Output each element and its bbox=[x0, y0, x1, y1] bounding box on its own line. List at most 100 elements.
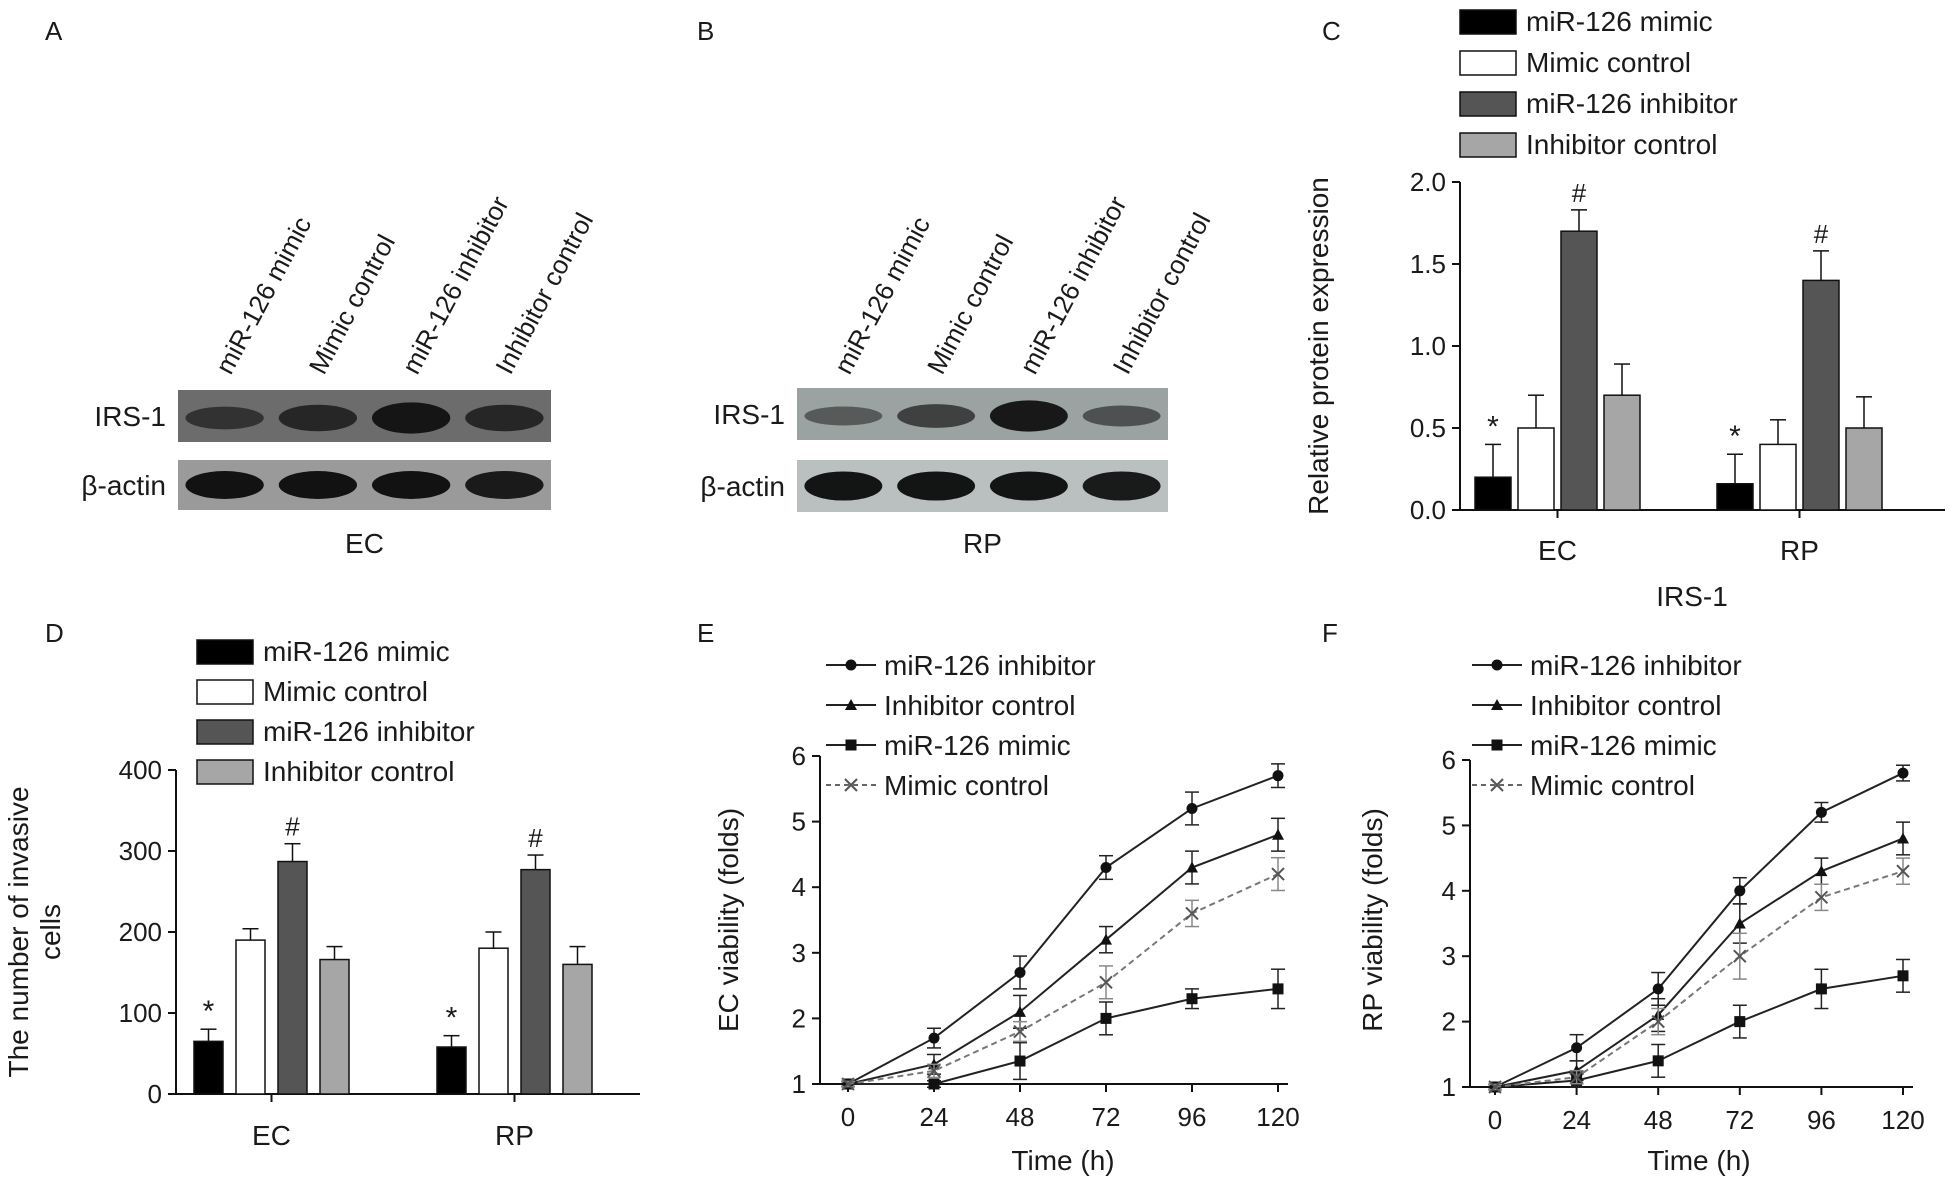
legend-mir-126-mimic-label: miR-126 mimic bbox=[884, 730, 1071, 761]
significance-star: * bbox=[203, 995, 215, 1028]
y-tick-label: 200 bbox=[119, 917, 162, 947]
y-axis-label: RP viability (folds) bbox=[1357, 808, 1388, 1032]
marker-triangle bbox=[1272, 828, 1284, 840]
legend-inhibitor-control-label: Inhibitor control bbox=[1530, 690, 1721, 721]
marker-circle bbox=[1734, 885, 1746, 897]
panel-label-c: C bbox=[1322, 16, 1341, 46]
y-tick-label: 2 bbox=[792, 1003, 806, 1033]
marker-x bbox=[1651, 1014, 1665, 1029]
y-tick-label: 2 bbox=[1442, 1007, 1456, 1037]
blot-caption: EC bbox=[345, 528, 384, 559]
legend-mimic-control-label: Mimic control bbox=[884, 770, 1049, 801]
y-tick-label: 1 bbox=[1442, 1072, 1456, 1102]
x-axis-label: IRS-1 bbox=[1656, 581, 1728, 612]
marker-x bbox=[927, 1064, 941, 1078]
marker-square bbox=[1652, 1055, 1664, 1067]
x-tick-label: 96 bbox=[1807, 1105, 1836, 1135]
significance-star: * bbox=[1729, 420, 1741, 453]
marker-triangle bbox=[845, 699, 857, 710]
bar bbox=[1474, 476, 1512, 511]
legend-mir-126-inhibitor-label: miR-126 inhibitor bbox=[1526, 88, 1738, 119]
irs1-band bbox=[804, 406, 883, 426]
x-tick-label: 120 bbox=[1881, 1105, 1924, 1135]
y-tick-label: 4 bbox=[1442, 876, 1456, 906]
y-axis-label: Relative protein expression bbox=[1303, 177, 1334, 515]
significance-hash: # bbox=[1814, 219, 1829, 249]
y-axis-label: EC viability (folds) bbox=[713, 808, 744, 1032]
actin-label: β-actin bbox=[81, 470, 166, 501]
lane-label: miR-126 mimic bbox=[828, 212, 936, 379]
marker-square bbox=[1734, 1016, 1746, 1028]
marker-x bbox=[1896, 864, 1910, 878]
marker-x bbox=[1569, 1070, 1584, 1084]
bar bbox=[193, 1040, 224, 1095]
x-tick-label: 72 bbox=[1092, 1102, 1121, 1132]
marker-circle bbox=[845, 659, 857, 671]
bar bbox=[319, 958, 350, 1095]
irs1-band bbox=[989, 400, 1068, 432]
chart-f: miR-126 inhibitor Inhibitor control miR-12… bbox=[1357, 650, 1925, 1176]
y-tick-label: 3 bbox=[1442, 941, 1456, 971]
legend-mimic-control-swatch bbox=[1459, 50, 1517, 76]
legend-mir-126-mimic-label: miR-126 mimic bbox=[1526, 6, 1713, 37]
marker-square bbox=[928, 1078, 940, 1090]
marker-circle bbox=[1897, 767, 1909, 779]
x-tick-label: 0 bbox=[841, 1102, 855, 1132]
x-axis-label: Time (h) bbox=[1011, 1145, 1114, 1176]
bar bbox=[520, 868, 551, 1095]
bar bbox=[1517, 427, 1555, 511]
lane-label: Mimic control bbox=[921, 230, 1019, 379]
irs1-band bbox=[185, 406, 264, 430]
x-tick-label: 96 bbox=[1178, 1102, 1207, 1132]
series-line bbox=[847, 873, 1279, 1085]
x-tick-label: EC bbox=[1538, 535, 1577, 566]
y-tick-label: 0 bbox=[148, 1079, 162, 1109]
actin-band bbox=[278, 471, 358, 499]
marker-square bbox=[1815, 983, 1827, 995]
series-line bbox=[848, 987, 1279, 1085]
marker-circle bbox=[1100, 862, 1112, 874]
legend-mir-126-inhibitor-label: miR-126 inhibitor bbox=[884, 650, 1096, 681]
x-tick-label: 120 bbox=[1256, 1102, 1299, 1132]
lane-label: Inhibitor control bbox=[489, 208, 599, 379]
y-tick-label: 3 bbox=[792, 938, 806, 968]
x-tick-label: RP bbox=[495, 1120, 534, 1151]
bar bbox=[436, 1046, 467, 1095]
bar bbox=[1845, 427, 1883, 511]
irs1-band bbox=[371, 402, 451, 434]
y-tick-label: 1.0 bbox=[1410, 331, 1446, 361]
actin-band bbox=[465, 471, 544, 499]
panel-label-f: F bbox=[1322, 618, 1338, 648]
y-tick-label: 0.0 bbox=[1410, 495, 1446, 525]
bar bbox=[478, 947, 509, 1095]
marker-x bbox=[1271, 867, 1285, 881]
lane-label: Mimic control bbox=[303, 230, 401, 379]
x-tick-label: 72 bbox=[1725, 1105, 1754, 1135]
marker-x bbox=[1490, 778, 1504, 792]
bar bbox=[562, 963, 593, 1095]
panel-label-d: D bbox=[45, 618, 64, 648]
marker-x bbox=[844, 778, 858, 792]
actin-label: β-actin bbox=[700, 471, 785, 502]
marker-x bbox=[1185, 906, 1199, 921]
significance-hash: # bbox=[528, 823, 543, 853]
chart-d: miR-126 mimic Mimic control miR-126 inhibi… bbox=[3, 636, 640, 1151]
marker-circle bbox=[1186, 802, 1198, 814]
y-tick-label: 2.0 bbox=[1410, 167, 1446, 197]
panel-label-a: A bbox=[45, 16, 63, 46]
series-line bbox=[1494, 870, 1904, 1088]
legend-inhibitor-control-label: Inhibitor control bbox=[263, 756, 454, 787]
bar bbox=[1802, 279, 1840, 511]
x-tick-label: 48 bbox=[1644, 1105, 1673, 1135]
legend-mir-126-mimic-swatch bbox=[196, 639, 254, 665]
y-tick-label: 4 bbox=[792, 872, 806, 902]
legend-mir-126-mimic-swatch bbox=[1459, 9, 1517, 35]
y-tick-label: 400 bbox=[119, 755, 162, 785]
bar bbox=[1560, 230, 1598, 511]
chart-c: miR-126 mimic Mimic control miR-126 inhibi… bbox=[1303, 6, 1945, 612]
marker-x bbox=[1099, 975, 1113, 990]
marker-x bbox=[841, 1077, 855, 1091]
marker-triangle bbox=[1815, 865, 1828, 877]
